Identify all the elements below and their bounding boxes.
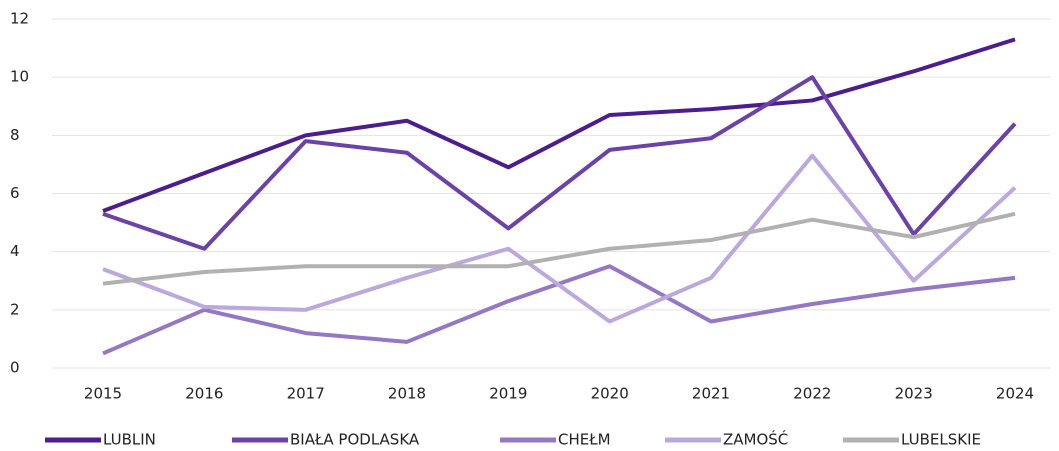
legend-label: CHEŁM	[558, 431, 611, 449]
y-tick-label: 8	[10, 126, 20, 144]
y-tick-label: 10	[10, 68, 29, 86]
x-tick-label: 2018	[388, 385, 426, 403]
series-line	[102, 153, 1017, 324]
x-tick-label: 2019	[489, 385, 527, 403]
legend-label: BIAŁA PODLASKA	[290, 431, 420, 449]
series-line	[102, 75, 1017, 251]
x-tick-label: 2024	[996, 385, 1034, 403]
y-tick-label: 0	[10, 359, 20, 377]
x-tick-label: 2016	[185, 385, 223, 403]
x-tick-label: 2023	[895, 385, 933, 403]
series-line	[102, 37, 1016, 213]
y-tick-label: 2	[10, 300, 20, 318]
x-tick-label: 2015	[84, 385, 122, 403]
series-line	[102, 211, 1016, 286]
legend-label: LUBLIN	[103, 431, 156, 449]
x-tick-label: 2021	[692, 385, 730, 403]
y-tick-label: 6	[10, 184, 20, 202]
x-tick-label: 2020	[591, 385, 629, 403]
y-tick-label: 12	[10, 10, 29, 28]
y-tick-label: 4	[10, 242, 20, 260]
legend-label: ZAMOŚĆ	[723, 430, 788, 449]
legend-label: LUBELSKIE	[901, 431, 981, 449]
x-tick-label: 2017	[287, 385, 325, 403]
x-tick-label: 2022	[793, 385, 831, 403]
